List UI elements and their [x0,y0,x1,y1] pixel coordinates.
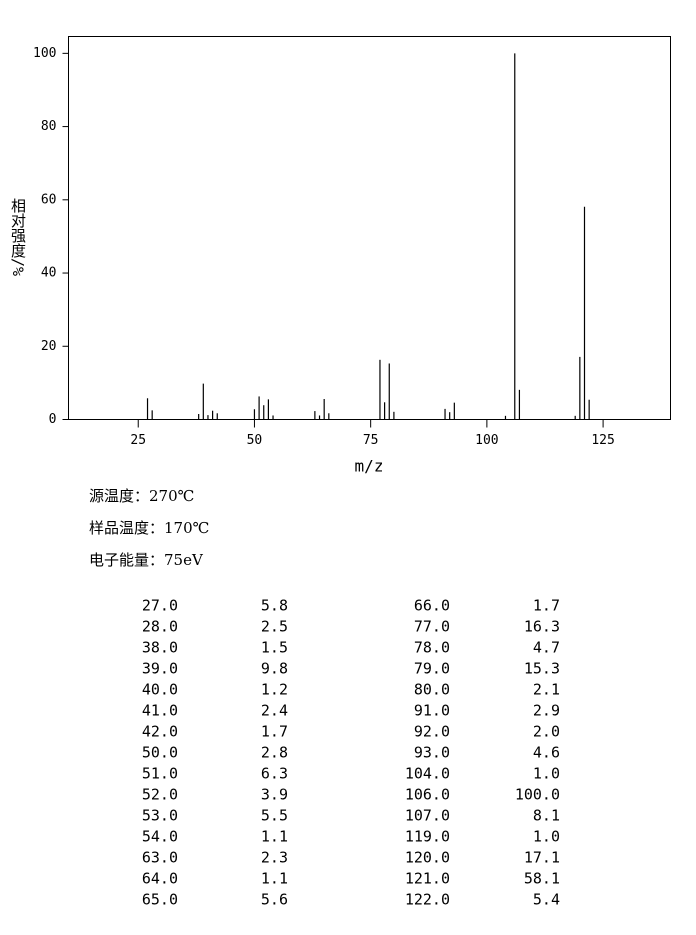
table-cell: 41.0 [142,702,178,720]
table-cell: 28.0 [142,618,178,636]
y-tick-label: 80 [41,119,57,134]
table-cell: 92.0 [414,723,450,741]
table-cell: 106.0 [405,786,450,804]
table-cell: 16.3 [524,618,560,636]
table-cell: 104.0 [405,765,450,783]
table-cell: 119.0 [405,828,450,846]
info-line: 样品温度：170℃ [89,519,209,537]
x-tick-label: 25 [130,433,146,448]
table-cell: 2.9 [533,702,560,720]
table-cell: 38.0 [142,639,178,657]
table-cell: 50.0 [142,744,178,762]
table-cell: 65.0 [142,891,178,909]
table-cell: 40.0 [142,681,178,699]
table-cell: 122.0 [405,891,450,909]
table-cell: 4.6 [533,744,560,762]
x-tick-label: 50 [247,433,263,448]
table-cell: 79.0 [414,660,450,678]
table-cell: 17.1 [524,849,560,867]
table-cell: 52.0 [142,786,178,804]
plot-frame [68,36,671,420]
table-cell: 3.9 [261,786,288,804]
table-cell: 1.7 [533,597,560,615]
table-cell: 2.4 [261,702,288,720]
table-cell: 78.0 [414,639,450,657]
table-cell: 8.1 [533,807,560,825]
table-cell: 39.0 [142,660,178,678]
y-tick-label: 0 [49,412,57,427]
table-cell: 51.0 [142,765,178,783]
table-cell: 1.5 [261,639,288,657]
table-cell: 77.0 [414,618,450,636]
table-cell: 2.8 [261,744,288,762]
table-cell: 1.0 [533,828,560,846]
table-cell: 2.0 [533,723,560,741]
table-cell: 93.0 [414,744,450,762]
table-cell: 27.0 [142,597,178,615]
table-cell: 2.1 [533,681,560,699]
table-cell: 66.0 [414,597,450,615]
table-cell: 1.0 [533,765,560,783]
table-cell: 120.0 [405,849,450,867]
table-cell: 6.3 [261,765,288,783]
table-cell: 58.1 [524,870,560,888]
y-tick-label: 60 [41,192,57,207]
x-tick-label: 100 [475,433,498,448]
table-cell: 53.0 [142,807,178,825]
table-cell: 100.0 [515,786,560,804]
table-cell: 2.5 [261,618,288,636]
y-tick-label: 100 [33,46,56,61]
table-cell: 91.0 [414,702,450,720]
table-cell: 1.1 [261,870,288,888]
y-tick-label: 20 [41,339,57,354]
table-cell: 64.0 [142,870,178,888]
table-cell: 107.0 [405,807,450,825]
table-cell: 5.6 [261,891,288,909]
table-cell: 9.8 [261,660,288,678]
info-line: 电子能量：75eV [89,551,204,569]
table-cell: 4.7 [533,639,560,657]
y-tick-label: 40 [41,266,57,281]
table-cell: 5.8 [261,597,288,615]
x-axis-label: m/z [355,457,384,476]
table-cell: 54.0 [142,828,178,846]
table-cell: 2.3 [261,849,288,867]
x-tick-label: 125 [591,433,614,448]
table-cell: 15.3 [524,660,560,678]
table-cell: 1.1 [261,828,288,846]
table-cell: 1.7 [261,723,288,741]
x-tick-label: 75 [363,433,379,448]
table-cell: 5.5 [261,807,288,825]
info-line: 源温度：270℃ [89,487,194,505]
table-cell: 121.0 [405,870,450,888]
table-cell: 5.4 [533,891,560,909]
y-axis-label: 相对强度/% [9,198,27,276]
table-cell: 42.0 [142,723,178,741]
table-cell: 80.0 [414,681,450,699]
table-cell: 1.2 [261,681,288,699]
table-cell: 63.0 [142,849,178,867]
